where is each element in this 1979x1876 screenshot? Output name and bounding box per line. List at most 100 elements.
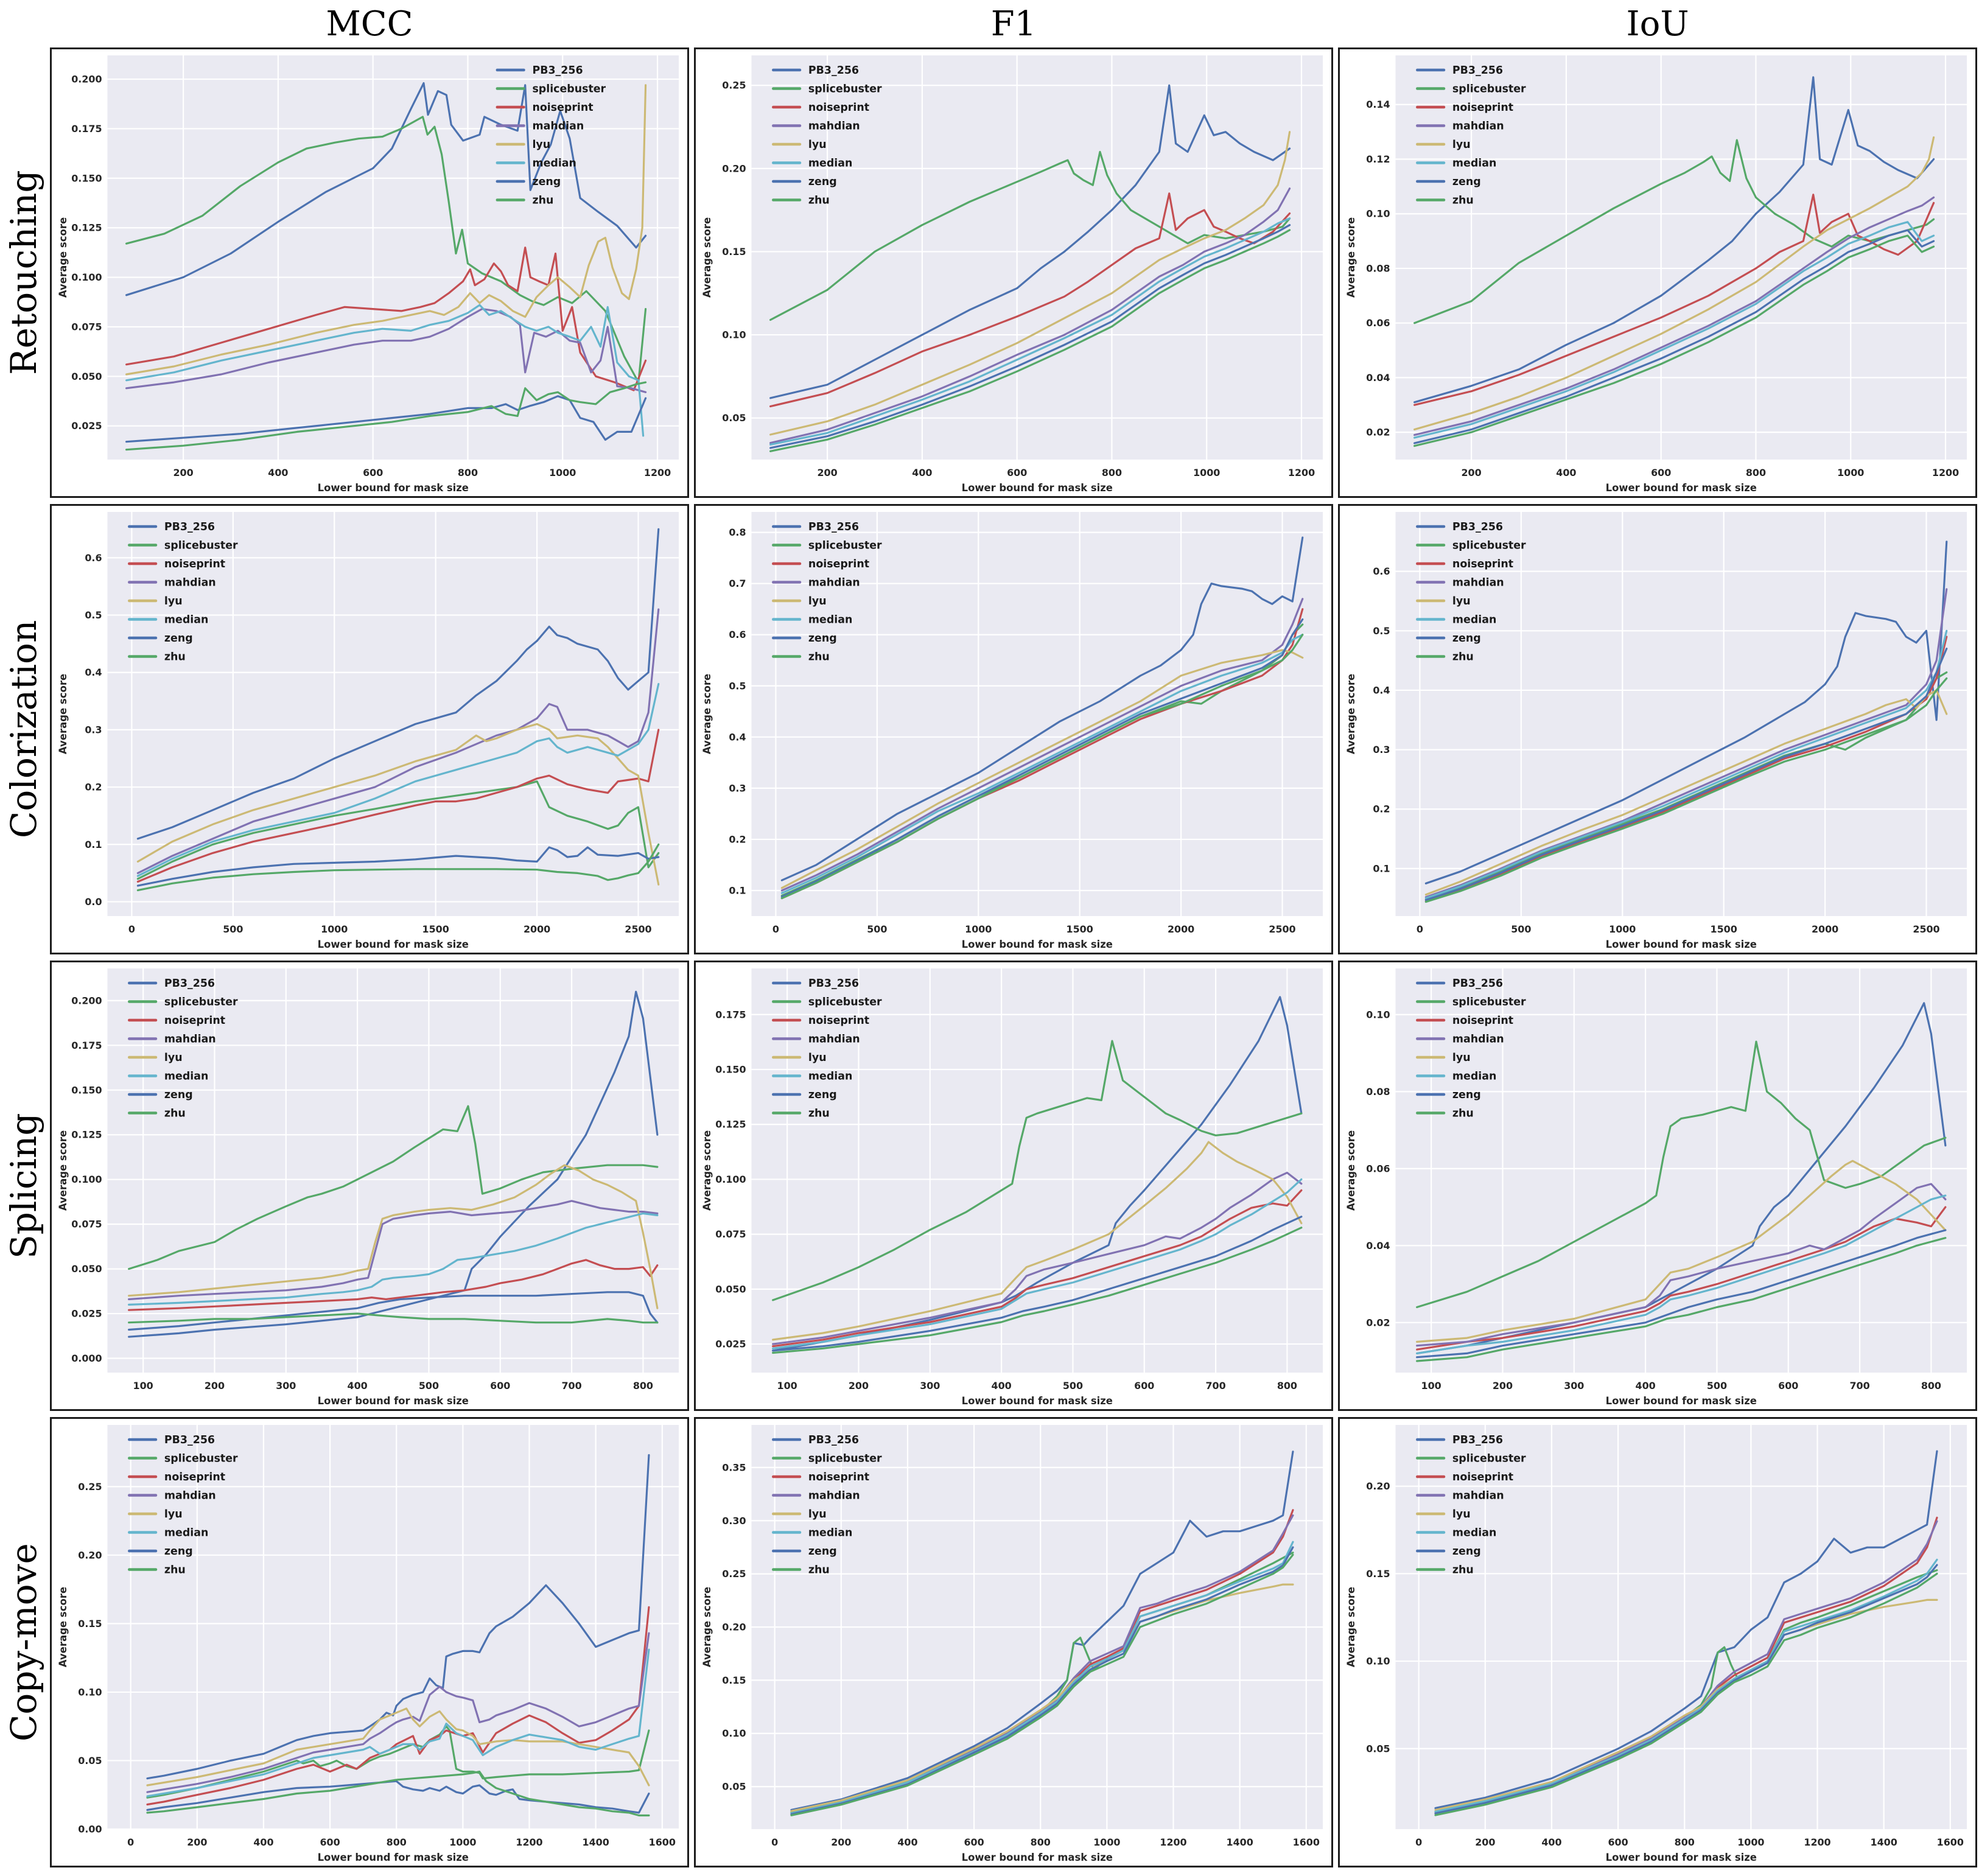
y-tick-label: 0.35 [722, 1461, 746, 1473]
legend-label-noiseprint: noiseprint [164, 1015, 225, 1027]
x-tick-label: 1000 [321, 923, 348, 935]
series-lyu [125, 84, 647, 376]
plot-area [1395, 968, 1967, 1373]
series-median [1416, 1194, 1947, 1355]
y-tick-label: 0.3 [729, 782, 746, 794]
y-tick-label: 0.10 [1366, 1656, 1390, 1667]
x-tick-label: 200 [831, 1836, 851, 1848]
x-tick-label: 700 [1849, 1380, 1869, 1391]
y-tick-label: 0.2 [1373, 803, 1390, 815]
legend-label-median: median [1452, 614, 1496, 626]
legend-label-mahdian: mahdian [808, 1489, 860, 1502]
y-tick-label: 0.4 [729, 731, 746, 743]
series-zeng [772, 1216, 1303, 1352]
x-tick-label: 1400 [583, 1836, 609, 1848]
y-tick-label: 0.08 [1366, 262, 1390, 274]
x-tick-label: 0 [128, 923, 135, 935]
legend-label-zeng: zeng [1452, 1545, 1481, 1558]
legend-label-mahdian: mahdian [1452, 576, 1504, 589]
series-splicebuster [146, 1725, 650, 1799]
x-tick-label: 500 [1511, 923, 1531, 935]
y-tick-label: 0.150 [715, 1063, 746, 1075]
panel-retouching-f1: 200 400 600 800 1000 1200 0.05 0.10 0.15 0.20 0.25… [694, 47, 1333, 498]
y-tick-label: 0.25 [722, 80, 746, 91]
y-tick-label: 0.025 [71, 1308, 102, 1320]
x-tick-label: 1500 [1067, 923, 1093, 935]
legend-label-zeng: zeng [1452, 632, 1481, 645]
y-tick-label: 0.8 [729, 527, 746, 538]
legend-label-median: median [164, 614, 208, 626]
chart-Splicing-MCC: 100 200 300 400 500 600 700 800 0.000 0.025 0.050 0… [57, 968, 679, 1407]
y-tick-label: 0.150 [71, 1084, 102, 1096]
legend-label-splicebuster: splicebuster [1452, 1452, 1526, 1465]
series-zhu [769, 229, 1291, 452]
x-tick-label: 0 [1417, 923, 1423, 935]
legend-label-mahdian: mahdian [164, 1489, 216, 1502]
legend-label-PB3_256: PB3_256 [808, 65, 859, 77]
chart-Retouching-MCC: 200 400 600 800 1000 1200 0.025 0.050 0.075 0.100… [57, 55, 679, 494]
legend-label-lyu: lyu [808, 139, 827, 151]
y-axis-label: Average score [1345, 217, 1357, 298]
series-mahdian [769, 187, 1291, 444]
y-axis-label: Average score [57, 1130, 69, 1211]
legend-label-noiseprint: noiseprint [1452, 558, 1513, 570]
y-tick-label: 0.05 [722, 1781, 746, 1793]
x-axis-label: Lower bound for mask size [318, 482, 469, 494]
legend-label-lyu: lyu [164, 1508, 183, 1521]
legend-label-zeng: zeng [164, 1089, 193, 1101]
legend-label-splicebuster: splicebuster [164, 996, 238, 1008]
y-tick-label: 0.10 [1366, 208, 1390, 220]
x-tick-label: 600 [1778, 1380, 1798, 1391]
y-tick-label: 0.150 [71, 172, 102, 184]
legend-label-zeng: zeng [164, 1545, 193, 1558]
series-zeng [769, 224, 1291, 449]
x-axis-label: Lower bound for mask size [962, 939, 1113, 950]
legend-label-zeng: zeng [808, 1089, 837, 1101]
legend-label-PB3_256: PB3_256 [164, 521, 215, 533]
legend-label-lyu: lyu [808, 1508, 827, 1521]
x-tick-label: 2000 [524, 923, 550, 935]
legend-label-zhu: zhu [164, 651, 186, 663]
y-tick-label: 0.025 [715, 1339, 746, 1350]
x-tick-label: 400 [268, 467, 288, 478]
legend-label-mahdian: mahdian [1452, 1033, 1504, 1045]
legend-label-PB3_256: PB3_256 [808, 521, 859, 533]
series-zhu [146, 1770, 650, 1817]
x-tick-label: 0 [772, 923, 779, 935]
panel-colorization-mcc: 0 500 1000 1500 2000 2500 0.0 0.1 0.2 0.3 0.4 0.5 0.… [50, 504, 689, 954]
x-tick-label: 400 [253, 1836, 273, 1848]
series-splicebuster [1413, 139, 1935, 324]
y-tick-label: 0.06 [1366, 1163, 1390, 1174]
y-tick-label: 0.15 [78, 1618, 102, 1629]
y-tick-label: 0.6 [85, 552, 102, 564]
y-tick-label: 0.20 [722, 1621, 746, 1633]
series-median [1434, 1558, 1938, 1813]
plot-area [107, 1425, 679, 1829]
x-tick-label: 600 [1651, 467, 1671, 478]
series-zeng [1434, 1564, 1938, 1815]
panel-copy-move-f1: 0 200 400 600 800 1000 1200 1400 1600 0.05 0.10 0.1… [694, 1417, 1333, 1867]
series-median [1413, 221, 1935, 439]
legend-label-zhu: zhu [808, 1564, 830, 1576]
series-zhu [1416, 1237, 1947, 1362]
x-tick-label: 200 [187, 1836, 207, 1848]
y-tick-label: 0.5 [85, 609, 102, 621]
x-tick-label: 200 [818, 467, 838, 478]
legend-label-PB3_256: PB3_256 [1452, 521, 1503, 533]
legend-label-splicebuster: splicebuster [808, 1452, 882, 1465]
series-zeng [1416, 1229, 1947, 1359]
y-tick-label: 0.04 [1366, 372, 1390, 383]
x-axis-label: Lower bound for mask size [962, 1395, 1113, 1407]
series-lyu [146, 1707, 650, 1787]
x-tick-label: 500 [1707, 1380, 1727, 1391]
series-splicebuster [772, 1040, 1303, 1301]
y-tick-label: 0.10 [78, 1686, 102, 1698]
x-tick-label: 800 [387, 1836, 407, 1848]
series-splicebuster [125, 116, 647, 383]
series-mahdian [146, 1632, 650, 1793]
legend-label-splicebuster: splicebuster [532, 83, 606, 95]
legend-label-splicebuster: splicebuster [808, 83, 882, 95]
series-median [1424, 629, 1948, 900]
y-tick-label: 0.175 [71, 1040, 102, 1051]
legend-label-lyu: lyu [532, 139, 550, 151]
